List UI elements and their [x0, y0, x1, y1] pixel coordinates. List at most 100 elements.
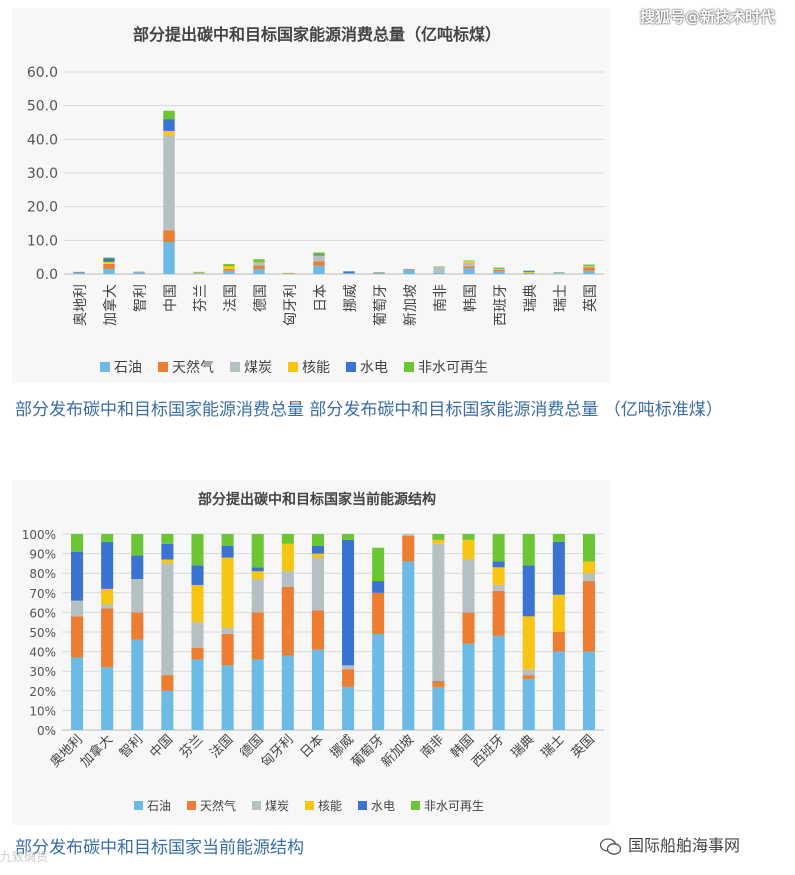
bar-segment-核能 [103, 261, 115, 264]
x-category-label: 韩国 [463, 284, 479, 312]
bar-segment-水电 [342, 539, 355, 666]
x-category-label: 匈牙利 [283, 284, 299, 326]
bar-segment-非水可再生 [522, 534, 535, 566]
bar-segment-非水可再生 [163, 110, 175, 120]
legend-label: 煤炭 [244, 360, 272, 376]
bar-segment-核能 [582, 561, 595, 574]
bar-segment-核能 [251, 571, 264, 580]
bar-segment-核能 [522, 616, 535, 670]
bar-segment-煤炭 [163, 135, 175, 231]
legend-swatch [305, 801, 314, 810]
y-tick-label: 20.0 [27, 200, 58, 216]
x-category-label: 法国 [223, 284, 239, 312]
wechat-icon [600, 837, 622, 855]
bar-segment-煤炭 [131, 579, 144, 613]
bar-segment-天然气 [583, 267, 595, 271]
legend-label: 煤炭 [265, 799, 289, 813]
legend-swatch [346, 362, 356, 372]
legend-label: 水电 [360, 360, 388, 376]
y-tick-label: 100% [22, 528, 56, 542]
x-category-label: 加拿大 [102, 284, 119, 326]
bar-segment-煤炭 [101, 604, 114, 609]
bar-segment-水电 [492, 561, 505, 568]
bar-segment-石油 [583, 270, 595, 274]
bar-segment-非水可再生 [101, 534, 114, 542]
bar-segment-煤炭 [582, 573, 595, 582]
bar-segment-煤炭 [103, 263, 115, 264]
y-tick-label: 60.0 [27, 65, 58, 81]
x-category-label: 西班牙 [493, 284, 509, 326]
bar-segment-石油 [402, 561, 415, 730]
x-category-label: 日本 [313, 284, 329, 312]
bar-segment-非水可再生 [131, 534, 144, 556]
bar-segment-水电 [221, 545, 234, 558]
bar-segment-煤炭 [161, 563, 174, 676]
bar-segment-天然气 [311, 610, 324, 650]
bar-segment-非水可再生 [432, 534, 445, 540]
chart-title: 部分提出碳中和目标国家能源消费总量（亿吨标煤） [133, 25, 501, 44]
bar-segment-非水可再生 [342, 534, 355, 540]
legend-swatch [100, 362, 110, 372]
bar-segment-石油 [432, 686, 445, 730]
bar-segment-非水可再生 [251, 534, 264, 568]
y-tick-label: 0.0 [36, 267, 58, 283]
bar-segment-水电 [161, 543, 174, 560]
x-category-label: 芬兰 [193, 284, 209, 312]
watermark-top: 搜狐号@新技术时代 [640, 8, 776, 26]
bar-segment-天然气 [191, 647, 204, 660]
bar-segment-石油 [223, 270, 235, 274]
bar-segment-核能 [281, 543, 294, 572]
x-category-label: 法国 [207, 732, 236, 761]
bar-segment-天然气 [462, 612, 475, 644]
bar-segment-石油 [493, 271, 505, 274]
x-category-label: 中国 [163, 284, 179, 312]
y-tick-label: 90% [29, 548, 56, 562]
bar-segment-核能 [163, 130, 175, 136]
bar-segment-天然气 [522, 675, 535, 680]
bar-segment-水电 [522, 565, 535, 617]
bar-segment-煤炭 [221, 628, 234, 634]
bar-segment-石油 [343, 273, 355, 274]
bar-segment-非水可再生 [71, 534, 84, 552]
bar-segment-石油 [133, 272, 145, 274]
bar-segment-非水可再生 [463, 260, 475, 262]
bar-segment-水电 [372, 581, 385, 593]
legend-swatch [288, 362, 298, 372]
bar-segment-天然气 [313, 261, 325, 266]
y-tick-label: 0% [37, 724, 56, 738]
bar-segment-石油 [251, 659, 264, 730]
x-category-label: 芬兰 [177, 732, 206, 761]
bar-segment-煤炭 [522, 669, 535, 676]
bar-segment-石油 [73, 273, 85, 274]
bar-segment-石油 [313, 265, 325, 274]
bar-segment-水电 [223, 265, 235, 266]
bar-segment-石油 [372, 633, 385, 730]
bar-segment-核能 [253, 262, 265, 263]
bar-segment-天然气 [251, 612, 264, 660]
x-category-label: 瑞士 [539, 732, 568, 761]
y-tick-label: 40% [29, 646, 56, 660]
bar-segment-石油 [163, 242, 175, 274]
bar-segment-核能 [161, 559, 174, 564]
y-tick-label: 10.0 [27, 233, 58, 249]
y-tick-label: 80% [29, 567, 56, 581]
bar-segment-非水可再生 [372, 547, 385, 582]
y-tick-label: 50.0 [27, 99, 58, 115]
bar-segment-石油 [311, 649, 324, 730]
x-category-label: 英国 [569, 732, 598, 761]
bar-segment-煤炭 [313, 255, 325, 262]
legend-label: 石油 [114, 360, 142, 376]
bar-segment-水电 [552, 541, 565, 595]
x-category-label: 挪威 [343, 284, 359, 312]
bar-segment-天然气 [253, 265, 265, 269]
bar-segment-煤炭 [492, 584, 505, 591]
x-category-label: 南非 [418, 732, 448, 762]
structure-chart: 部分提出碳中和目标国家当前能源结构 0% 10% 20% 30% 40% 50% 60% 70%… [22, 491, 604, 813]
bar-segment-石油 [552, 651, 565, 730]
bar-segment-非水可再生 [462, 534, 475, 540]
bar-segment-石油 [463, 268, 475, 274]
bar-segment-水电 [191, 565, 204, 585]
chart-panel-structure: 部分提出碳中和目标国家当前能源结构 0% 10% 20% 30% 40% 50% 60% 70%… [12, 480, 610, 825]
bar-segment-煤炭 [71, 600, 84, 617]
bar-segment-石油 [433, 272, 445, 274]
